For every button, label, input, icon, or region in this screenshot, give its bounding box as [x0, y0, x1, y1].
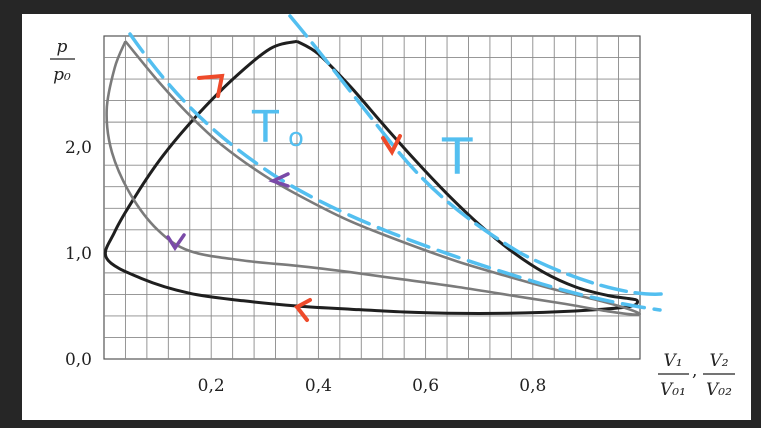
x-label-2-denominator: V₀₂ — [706, 380, 732, 400]
x-label-2-numerator: V₂ — [709, 351, 728, 371]
purple-arrow-down — [166, 233, 186, 252]
x-label-separator: , — [692, 361, 697, 381]
x-axis-label: V₁ V₀₁ , V₂ V₀₂ — [658, 351, 735, 400]
label-t0-sub: o — [288, 123, 304, 153]
red-arrow-down — [381, 134, 402, 157]
plot-border — [103, 35, 641, 360]
y-label-denominator: p₀ — [53, 65, 71, 85]
red-arrow-up — [197, 73, 225, 98]
purple-arrow-left — [268, 172, 290, 188]
y-tick-label: 2,0 — [65, 138, 92, 158]
x-tick-label: 0,4 — [305, 376, 332, 396]
isotherm-t-dashed — [288, 14, 664, 296]
y-label-numerator: p — [57, 37, 68, 57]
cycle-curve-gray — [105, 40, 642, 316]
y-axis-label: p p₀ — [50, 37, 75, 85]
curves — [103, 39, 642, 316]
x-tick-label: 0,6 — [412, 376, 439, 396]
y-tick-label: 0,0 — [65, 350, 92, 370]
hand-annotations: T o T — [128, 14, 664, 322]
x-tick-label: 0,8 — [519, 376, 546, 396]
red-arrow-left — [293, 298, 312, 322]
y-tick-label: 1,0 — [65, 244, 92, 264]
pv-diagram: T o T p p₀ V₁ V₀₁ , V₂ V₀₂ 0,01,02,00,2 0 — [50, 14, 735, 400]
label-t: T — [441, 128, 473, 186]
x-label-1-denominator: V₀₁ — [660, 380, 686, 400]
isotherm-t0-dashed — [128, 32, 662, 312]
cycle-curve-dark — [103, 39, 639, 315]
x-tick-label: 0,2 — [198, 376, 225, 396]
label-t0: T — [251, 102, 279, 153]
grid — [103, 35, 641, 360]
tick-labels: 0,0 1,0 2,0 0,2 0,4 0,6 0,8 — [65, 138, 546, 396]
figure-frame: T o T p p₀ V₁ V₀₁ , V₂ V₀₂ 0,0 1,0 2,0 0,2 0 — [22, 14, 751, 420]
x-label-1-numerator: V₁ — [663, 351, 682, 371]
